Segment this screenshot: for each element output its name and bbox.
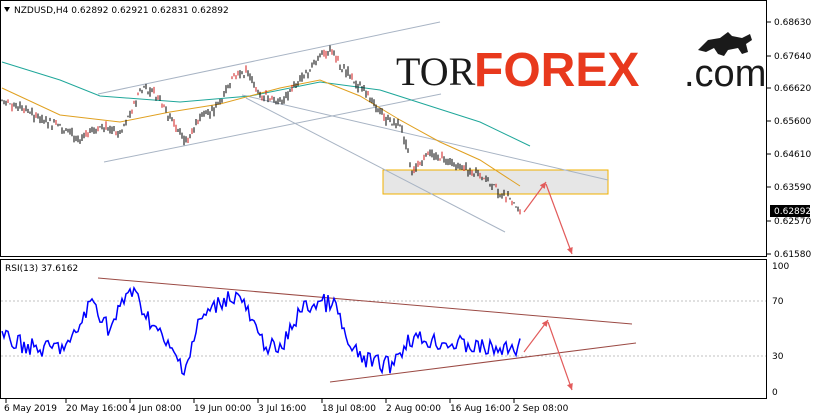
rsi-axis: 100 70 30 0 (772, 262, 789, 398)
support-zone (382, 169, 609, 195)
bull-bear-icon (698, 32, 752, 56)
channel-line (103, 93, 442, 163)
price-label: 0.68630 (774, 18, 811, 28)
brand-com-text: .com (684, 53, 766, 95)
brand-tor-text: TOR (396, 49, 476, 94)
price-label: 0.67640 (774, 52, 811, 62)
price-label: 0.65600 (774, 117, 811, 127)
rsi-header-text: RSI(13) 37.6162 (5, 264, 78, 274)
arrow-head-icon (567, 247, 573, 254)
channel-line (245, 97, 506, 233)
symbol-header: NZDUSD,H4 0.62892 0.62921 0.62831 0.6289… (4, 6, 229, 16)
time-axis: 6 May 2019 20 May 16:00 4 Jun 08:00 19 J… (4, 399, 569, 414)
arrow-line (523, 319, 549, 353)
time-label: 20 May 16:00 (66, 404, 128, 414)
price-candles (1, 45, 521, 215)
price-label: 0.63590 (774, 183, 811, 193)
rsi-level-label: 0 (772, 388, 778, 398)
rsi-level-lines (1, 300, 766, 357)
brand-forex-text: FOREX (474, 44, 639, 97)
rsi-level-label: 30 (772, 352, 784, 362)
trend-channels (97, 21, 609, 233)
rsi-line (1, 285, 521, 376)
price-label: 0.62570 (774, 217, 811, 227)
time-label: 18 Jul 08:00 (322, 404, 376, 414)
channel-line (241, 94, 609, 181)
arrow-line (547, 321, 573, 391)
arrow-head-icon (539, 182, 546, 189)
current-price-label: 0.62892 (774, 207, 811, 217)
arrow-head-icon (541, 320, 548, 327)
rsi-panel[interactable] (0, 259, 767, 399)
current-price-tag (770, 205, 810, 217)
price-axis: 0.68630 0.67640 0.66620 0.65600 0.64610 … (767, 18, 811, 260)
rsi-level-label: 70 (772, 297, 784, 307)
main-price-panel[interactable] (0, 0, 767, 257)
dropdown-triangle-icon[interactable] (4, 7, 10, 12)
forecast-arrows (523, 181, 573, 255)
channel-line (97, 21, 441, 95)
price-label: 0.61580 (774, 250, 811, 260)
rsi-level-label: 100 (772, 262, 789, 272)
arrow-line (545, 183, 573, 255)
moving-average-fast (1, 79, 521, 187)
time-label: 16 Aug 16:00 (450, 404, 511, 414)
time-label: 19 Jun 00:00 (194, 404, 251, 414)
time-label: 2 Sep 08:00 (514, 404, 569, 414)
time-label: 2 Aug 00:00 (386, 404, 441, 414)
time-label: 4 Jun 08:00 (130, 404, 182, 414)
price-label: 0.66620 (774, 84, 811, 94)
arrow-head-icon (567, 383, 573, 390)
rsi-trendline (329, 342, 637, 383)
price-label: 0.64610 (774, 150, 811, 160)
time-label: 6 May 2019 (4, 404, 57, 414)
rsi-trendline (97, 277, 633, 325)
symbol-header-text: NZDUSD,H4 0.62892 0.62921 0.62831 0.6289… (14, 6, 229, 16)
torforex-logo: TOR FOREX .com (396, 32, 766, 97)
time-label: 3 Jul 16:00 (258, 404, 307, 414)
moving-average-slow (1, 61, 531, 147)
rsi-trendlines (97, 277, 637, 383)
rsi-forecast-arrows (523, 319, 573, 391)
